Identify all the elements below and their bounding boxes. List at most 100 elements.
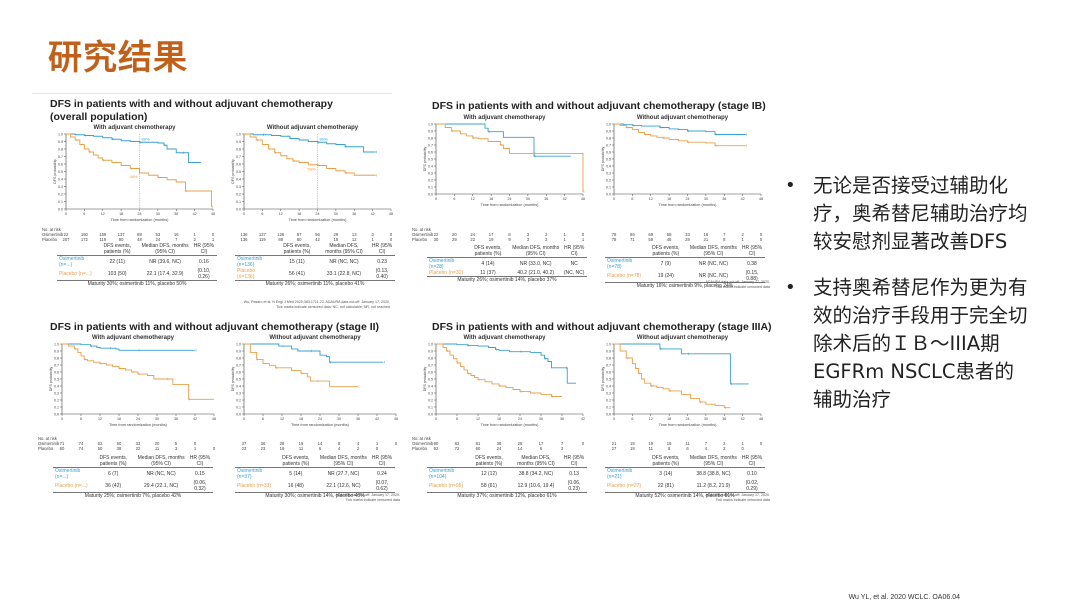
at-risk-count: 17 [538, 441, 544, 446]
at-risk-count: 28 [685, 237, 690, 242]
at-risk-count: 2 [723, 446, 726, 451]
at-risk-count: 0 [389, 237, 393, 242]
summary-table: DFS events, patients (%) Median DFS, mont… [605, 245, 765, 290]
stats-cell: 29.4 (22.1, NC) [135, 480, 187, 493]
y-tick-label: 0.4 [236, 384, 241, 388]
x-tick-label: 30 [155, 417, 159, 421]
stats-row: Placebo (n=...) 36 (42) 29.4 (22.1, NC) (0.… [53, 480, 213, 493]
at-risk-count: 0 [741, 446, 744, 451]
panel-footnote: ADAURA data cut-off: January 17, 2020. T… [335, 493, 400, 502]
subplot-title: With adjuvant chemotherapy [463, 115, 546, 121]
y-tick-label: 0.8 [606, 356, 611, 360]
stats-cell: 56 (41) [275, 268, 319, 281]
summary-table: DFS events, patients (%) Median DFS, mont… [605, 455, 765, 500]
y-tick-label: 0.6 [606, 150, 611, 154]
km-chart: 0.0 0.1 0.2 0.3 0.4 0.5 0.6 0.7 0.8 0.9 1.0 0 6 12 18 2… [601, 122, 763, 207]
y-tick-label: 0.4 [428, 164, 433, 168]
y-tick-label: 0.4 [58, 177, 63, 181]
at-risk-count: 50 [97, 446, 103, 451]
title-divider [32, 93, 392, 94]
y-tick-label: 0.5 [236, 377, 241, 381]
stats-cell: 4 (14) [481, 261, 495, 267]
stats-cell: NR (27.7, NC) [327, 471, 360, 477]
x-axis-label: Time from randomization (months) [481, 203, 540, 207]
at-risk-count: 88 [137, 232, 142, 237]
y-tick-label: 0.0 [236, 412, 241, 416]
at-risk-count: 1 [211, 237, 215, 242]
stats-cell: 40.2 (21.0, 40.2) [510, 270, 562, 277]
y-tick-label: 0.2 [58, 192, 63, 196]
x-tick-label: 24 [316, 212, 320, 216]
x-tick-label: 24 [508, 197, 512, 201]
at-risk-count: 19 [630, 441, 635, 446]
at-risk-count: 26 [517, 441, 523, 446]
at-risk-count: 80 [118, 237, 124, 242]
stats-header: Median DFS, months (95% CI) [510, 455, 562, 468]
km-plot-with-chemo: With adjuvant chemotherapy 0.0 0.1 0.2 0.3 0.… [422, 115, 587, 222]
summary-table: DFS events, patients (%) Median DFS, mont… [235, 455, 395, 500]
at-risk-count: 81 [475, 441, 481, 446]
x-tick-label: 6 [631, 417, 633, 421]
km-curve-placebo [62, 343, 214, 400]
stats-header: HR (95% CI) [186, 455, 213, 468]
at-risk-count: 1 [741, 441, 744, 446]
at-risk-label: No. at risk [412, 436, 431, 441]
x-axis-label: Time from randomization (months) [481, 423, 540, 427]
at-risk-count: 21 [611, 441, 617, 446]
at-risk-count: 0 [193, 441, 197, 446]
y-tick-label: 0.7 [54, 363, 59, 367]
at-risk-count: 69 [648, 232, 654, 237]
panel-footnote: Wu, Pasaro et al. N Engl J Med 2020;383:… [243, 300, 390, 309]
y-tick-label: 0.8 [236, 147, 241, 151]
at-risk-count: 42 [315, 237, 320, 242]
stats-cell: NR (NC, NC) [687, 270, 739, 283]
at-risk-count: 22 [470, 237, 476, 242]
at-risk-count: 24 [470, 232, 476, 237]
km-chart: 0.0 0.1 0.2 0.3 0.4 0.5 0.6 0.7 0.8 0.9 1.0 0 6 12 18 2… [423, 122, 585, 207]
at-risk-count: 74 [78, 446, 84, 451]
y-tick-label: 0.5 [428, 157, 433, 161]
x-tick-label: 12 [476, 417, 480, 421]
x-tick-label: 42 [193, 417, 197, 421]
at-risk-count: 71 [630, 237, 635, 242]
at-risk-arm-label: Placebo [412, 446, 428, 451]
at-risk-count: 1 [193, 232, 196, 237]
x-tick-label: 6 [631, 197, 633, 201]
stats-header: DFS events, patients (%) [643, 245, 688, 258]
at-risk-count: 69 [630, 232, 635, 237]
stats-cell: NC [570, 261, 578, 267]
x-tick-label: 12 [279, 212, 283, 216]
y-tick-label: 0.6 [58, 162, 63, 166]
at-risk-count: 72 [454, 446, 460, 451]
stats-cell: NR (39.6, NC) [149, 259, 181, 265]
x-tick-label: 24 [138, 212, 142, 216]
y-tick-label: 0.4 [606, 164, 611, 168]
at-risk-count: 0 [759, 232, 763, 237]
bullet-marker: • [785, 277, 796, 298]
stats-row: Osimertinib (n=...) 6 (7) NR (NC, NC) 0.15 [53, 468, 213, 481]
at-risk-count: 29 [452, 237, 457, 242]
at-risk-count: 160 [80, 232, 88, 237]
stats-cell: 38.8 (38.8, NC) [696, 471, 731, 477]
at-risk-count: 23 [241, 446, 247, 451]
x-axis-label: Time from randomization (months) [291, 423, 350, 427]
stats-cell: NR (NC, NC) [146, 471, 176, 477]
at-risk-arm-label: Osimertinib [42, 232, 64, 237]
stats-header [235, 455, 274, 468]
stats-cell: 6 (7) [108, 471, 119, 477]
x-tick-label: 0 [65, 212, 67, 216]
y-tick-label: 0.5 [606, 157, 611, 161]
at-risk-label: No. at risk [412, 227, 431, 232]
y-tick-label: 0.4 [428, 384, 433, 388]
at-risk-count: 8 [508, 232, 511, 237]
km-curve-placebo [436, 123, 584, 192]
y-tick-label: 0.8 [236, 356, 241, 360]
x-axis-label: Time from randomization (months) [289, 218, 348, 222]
panel-title: DFS in patients with and without adjuvan… [432, 100, 766, 112]
subplot-title: With adjuvant chemotherapy [93, 125, 176, 131]
at-risk-count: 3 [526, 237, 530, 242]
km-curve-osimertinib [244, 133, 376, 153]
stats-header: DFS events, patients (%) [465, 245, 511, 258]
x-tick-label: 18 [119, 212, 123, 216]
at-risk-count: 22 [433, 232, 439, 237]
